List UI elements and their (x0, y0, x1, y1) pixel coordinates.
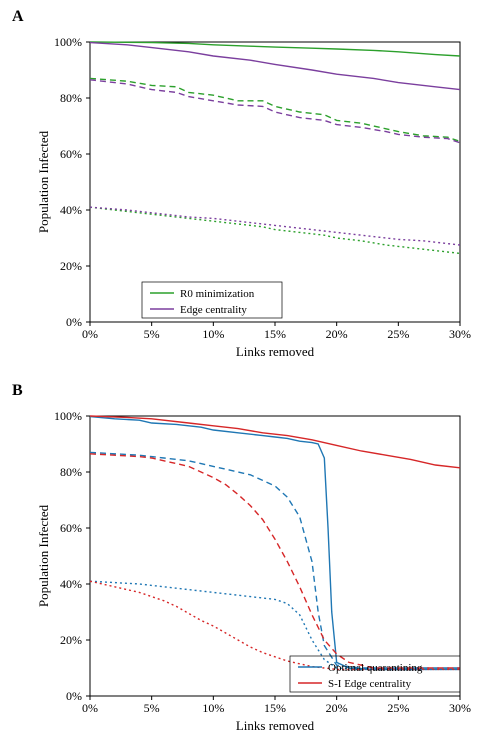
svg-text:0%: 0% (66, 315, 82, 329)
svg-text:0%: 0% (66, 689, 82, 703)
svg-text:15%: 15% (264, 327, 286, 341)
svg-text:25%: 25% (387, 701, 409, 715)
svg-text:0%: 0% (82, 701, 98, 715)
svg-text:30%: 30% (449, 701, 471, 715)
svg-text:20%: 20% (60, 259, 82, 273)
svg-text:20%: 20% (326, 701, 348, 715)
svg-text:5%: 5% (144, 701, 160, 715)
svg-text:20%: 20% (60, 633, 82, 647)
svg-text:Edge centrality: Edge centrality (180, 304, 247, 316)
svg-text:Population Infected: Population Infected (36, 130, 51, 233)
svg-text:40%: 40% (60, 577, 82, 591)
svg-text:10%: 10% (202, 701, 224, 715)
svg-text:30%: 30% (449, 327, 471, 341)
svg-text:15%: 15% (264, 701, 286, 715)
svg-text:10%: 10% (202, 327, 224, 341)
figure-container: A 0% 5% 10% 15% 20% 25% 30% 0% 20% 40% 60% 80% 100% L… (0, 0, 502, 750)
svg-text:25%: 25% (387, 327, 409, 341)
svg-text:80%: 80% (60, 91, 82, 105)
panel-label-B: B (12, 382, 23, 400)
chart-A: 0% 5% 10% 15% 20% 25% 30% 0% 20% 40% 60% 80% 100% Lin… (30, 22, 490, 362)
svg-text:R0 minimization: R0 minimization (180, 288, 255, 300)
svg-text:60%: 60% (60, 147, 82, 161)
svg-text:100%: 100% (54, 409, 82, 423)
panel-label-A: A (12, 8, 24, 26)
svg-text:Links removed: Links removed (236, 344, 315, 359)
svg-text:5%: 5% (144, 327, 160, 341)
svg-text:20%: 20% (326, 327, 348, 341)
svg-text:Population Infected: Population Infected (36, 504, 51, 607)
chart-B: 0% 5% 10% 15% 20% 25% 30% 0% 20% 40% 60% 80% 100% Lin… (30, 396, 490, 736)
svg-text:100%: 100% (54, 35, 82, 49)
svg-text:Optimal quarantining: Optimal quarantining (328, 662, 423, 674)
svg-text:60%: 60% (60, 521, 82, 535)
svg-text:S-I Edge centrality: S-I Edge centrality (328, 678, 412, 690)
svg-text:80%: 80% (60, 465, 82, 479)
svg-text:0%: 0% (82, 327, 98, 341)
svg-text:40%: 40% (60, 203, 82, 217)
svg-text:Links removed: Links removed (236, 718, 315, 733)
